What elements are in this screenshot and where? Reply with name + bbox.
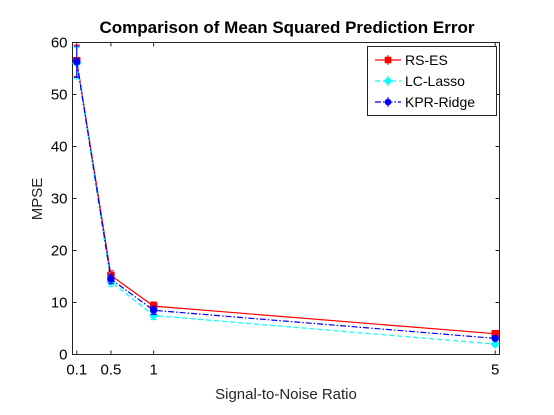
legend-label: RS-ES [405, 52, 448, 68]
y-tick-label: 50 [51, 87, 68, 104]
x-tick-label: 0.5 [101, 362, 122, 379]
x-tick-label: 1 [149, 362, 157, 379]
legend-label: KPR-Ridge [405, 94, 475, 110]
y-tick-label: 40 [51, 139, 68, 156]
legend-swatch-marker [384, 56, 392, 64]
y-tick-label: 10 [51, 295, 68, 312]
x-tick-label: 0.1 [66, 362, 87, 379]
series-line-kpr-ridge [76, 61, 496, 339]
data-point [491, 334, 499, 343]
data-point [73, 58, 81, 66]
x-tick-label: 5 [491, 362, 499, 379]
series-layer [72, 44, 500, 349]
data-point [107, 275, 115, 283]
y-tick-label: 30 [51, 191, 68, 208]
series-kpr-ridge [73, 45, 499, 343]
legend-item-lc-lasso: LC-Lasso [375, 73, 465, 89]
data-point [490, 339, 500, 349]
data-point [149, 306, 158, 314]
y-tick-label: 0 [59, 347, 67, 364]
legend-item-rs-es: RS-ES [375, 52, 448, 68]
y-tick-label: 20 [51, 243, 68, 260]
y-axis: 0 10 20 30 40 50 60 [51, 35, 500, 364]
chart-title: Comparison of Mean Squared Prediction Er… [99, 18, 474, 37]
series-line-lc-lasso [76, 63, 496, 345]
y-tick-label: 60 [51, 35, 68, 52]
legend-label: LC-Lasso [405, 73, 465, 89]
x-axis-label: Signal-to-Noise Ratio [215, 386, 357, 403]
y-axis-label: MPSE [29, 178, 46, 221]
legend-swatch-marker [383, 76, 393, 86]
legend-item-kpr-ridge: KPR-Ridge [375, 94, 475, 110]
legend: RS-ES LC-Lasso KPR-Ridge [367, 46, 497, 116]
x-axis: 0.1 0.5 1 5 [66, 42, 499, 379]
legend-swatch-marker [384, 98, 392, 106]
